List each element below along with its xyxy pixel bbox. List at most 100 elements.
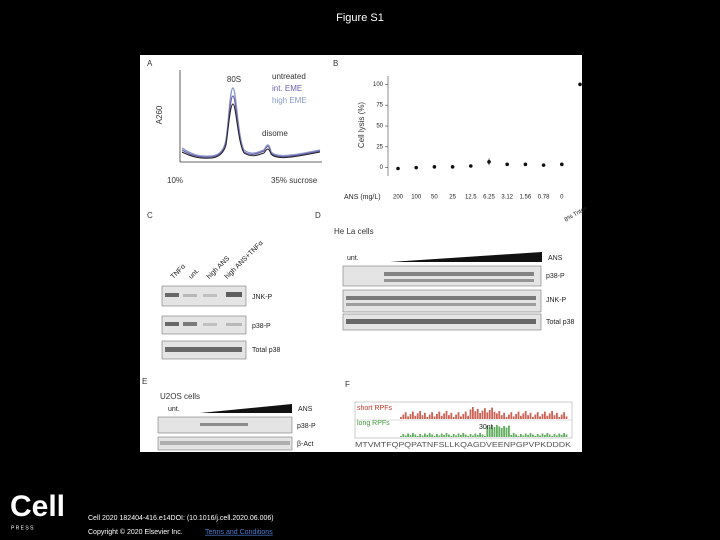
short-bar bbox=[407, 416, 409, 419]
long-bar bbox=[544, 435, 546, 437]
short-bar bbox=[426, 417, 429, 419]
short-bar bbox=[476, 408, 479, 419]
short-bar bbox=[409, 414, 412, 419]
short-bar bbox=[402, 414, 405, 419]
long-bar bbox=[508, 425, 510, 437]
blot-label: p38-P bbox=[252, 323, 271, 330]
long-bar bbox=[433, 436, 436, 437]
short-bar bbox=[556, 412, 558, 419]
disome-label: disome bbox=[262, 129, 288, 138]
long-bar bbox=[426, 435, 429, 437]
panel-letter: B bbox=[333, 59, 338, 68]
terms-link[interactable]: Terms and Conditions bbox=[205, 529, 273, 536]
long-bar bbox=[469, 434, 472, 437]
long-bar bbox=[556, 435, 558, 437]
short-bar bbox=[452, 417, 455, 419]
short-bar bbox=[469, 409, 472, 419]
long-bar bbox=[455, 435, 457, 437]
x-tick-label: 6.25 bbox=[483, 195, 495, 201]
short-bar bbox=[532, 417, 534, 419]
long-bar bbox=[400, 436, 402, 437]
long-bar bbox=[558, 433, 561, 437]
short-bar bbox=[462, 414, 465, 419]
coverage-tracks bbox=[400, 407, 568, 437]
figure bbox=[140, 55, 582, 452]
long-bar bbox=[414, 434, 417, 437]
long-bar bbox=[536, 434, 539, 437]
x-tick-label: 3.12 bbox=[501, 195, 513, 201]
short-bar bbox=[534, 414, 537, 419]
short-bar bbox=[400, 417, 402, 419]
logo-sub: P R E S S bbox=[11, 525, 34, 531]
lysis-chart: 0 25 50 75 100 200 100 50 25 12.5 6.25 3.12 1.56 0.78… bbox=[373, 76, 589, 223]
blot bbox=[342, 265, 542, 331]
short-bar bbox=[419, 411, 421, 419]
blot-label: JNK-P bbox=[252, 294, 273, 301]
short-bar bbox=[553, 415, 556, 419]
long-bar bbox=[416, 436, 419, 437]
short-bar bbox=[500, 415, 503, 419]
point bbox=[396, 166, 400, 171]
long-bar bbox=[522, 435, 525, 437]
legend-entry: untreated bbox=[272, 72, 306, 81]
long-bar bbox=[402, 434, 405, 437]
long-bar bbox=[472, 435, 474, 437]
sequence: MTVMTFQPQPATNFSLLKQAGDVEENPGPVPKDDDK bbox=[355, 442, 571, 449]
long-bar bbox=[553, 434, 556, 437]
long-bar bbox=[532, 434, 534, 437]
short-bar bbox=[522, 413, 525, 419]
short-bar bbox=[467, 415, 469, 419]
short-bar bbox=[484, 408, 486, 419]
point bbox=[414, 165, 419, 170]
short-bar bbox=[412, 411, 414, 419]
point bbox=[469, 164, 473, 168]
short-bar bbox=[520, 415, 522, 419]
short-bar bbox=[438, 411, 441, 419]
long-bar bbox=[419, 434, 421, 437]
short-bar bbox=[424, 412, 426, 419]
long-bar bbox=[407, 433, 409, 437]
marker-label: 30nt bbox=[479, 424, 493, 431]
short-bar bbox=[455, 414, 457, 419]
long-bar bbox=[431, 434, 433, 437]
long-bar bbox=[510, 435, 513, 437]
y-tick-label: 75 bbox=[376, 103, 383, 109]
treatment-label: ANS bbox=[548, 255, 563, 262]
long-bar bbox=[457, 433, 460, 437]
x-tick-label: 50 bbox=[431, 195, 438, 201]
blot-label: β-Act bbox=[297, 441, 314, 448]
short-bar bbox=[539, 416, 541, 419]
x-tick-label: 0 bbox=[560, 195, 564, 201]
short-bar bbox=[464, 411, 467, 419]
long-bar bbox=[481, 434, 484, 437]
short-bar bbox=[414, 415, 417, 419]
long-bar bbox=[563, 433, 565, 437]
short-bar bbox=[505, 417, 508, 419]
y-tick-label: 25 bbox=[376, 144, 383, 150]
x-axis-label: ANS (mg/L) bbox=[344, 194, 381, 201]
long-bar bbox=[479, 433, 481, 437]
short-bar bbox=[404, 412, 407, 419]
profile-plot bbox=[179, 70, 322, 163]
long-bar bbox=[496, 425, 498, 437]
panel-letter: A bbox=[147, 59, 153, 68]
short-bar bbox=[431, 412, 433, 419]
long-bar bbox=[551, 436, 553, 437]
blot-label: Total p38 bbox=[546, 319, 575, 326]
long-bar bbox=[488, 427, 491, 437]
cell-line: He La cells bbox=[334, 227, 374, 236]
blot-label: Total p38 bbox=[252, 347, 281, 354]
long-bar bbox=[460, 435, 462, 437]
y-tick-label: 0 bbox=[380, 165, 384, 171]
peak-label: 80S bbox=[227, 75, 241, 84]
short-bar bbox=[428, 414, 431, 419]
short-bar bbox=[551, 411, 553, 419]
short-bar bbox=[472, 407, 474, 419]
short-bar bbox=[515, 414, 517, 419]
long-bar bbox=[450, 436, 453, 437]
long-bar bbox=[409, 435, 412, 437]
untreated-label: unt. bbox=[347, 255, 359, 262]
long-bar bbox=[421, 435, 424, 437]
copyright: Copyright © 2020 Elsevier Inc. bbox=[88, 528, 183, 536]
panel-letter: E bbox=[142, 377, 147, 386]
